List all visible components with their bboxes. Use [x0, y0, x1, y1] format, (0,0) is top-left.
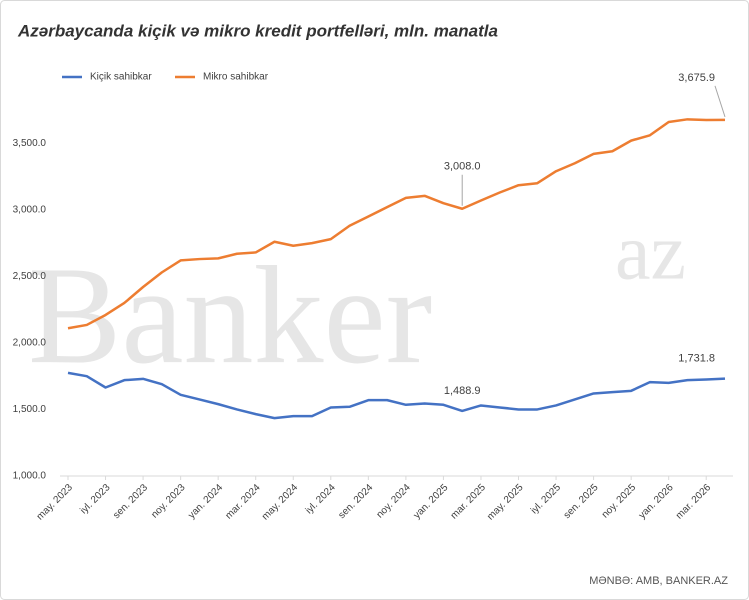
chart-title: Azərbaycanda kiçik və mikro kredit portf… — [17, 21, 498, 40]
source: MƏNBƏ: AMB, BANKER.AZ — [589, 575, 728, 587]
data-label: 3,675.9 — [678, 72, 715, 84]
y-tick-label: 2,000.0 — [13, 338, 47, 349]
data-label: 3,008.0 — [444, 161, 481, 173]
series-line — [67, 118, 726, 330]
y-tick-label: 1,000.0 — [13, 471, 47, 482]
y-tick-label: 3,000.0 — [13, 204, 47, 215]
y-tick-label: 3,500.0 — [13, 138, 47, 149]
legend-label: Kiçik sahibkar — [90, 72, 152, 83]
watermark-sup: az — [615, 208, 686, 296]
legend-label: Mikro sahibkar — [203, 72, 269, 83]
series-line — [67, 371, 726, 420]
y-tick-label: 2,500.0 — [13, 271, 47, 282]
data-label: 1,731.8 — [678, 353, 715, 365]
watermark: Banker — [28, 238, 432, 393]
data-label: 1,488.9 — [444, 385, 481, 397]
leader-line — [714, 85, 726, 118]
y-tick-label: 1,500.0 — [13, 404, 47, 415]
